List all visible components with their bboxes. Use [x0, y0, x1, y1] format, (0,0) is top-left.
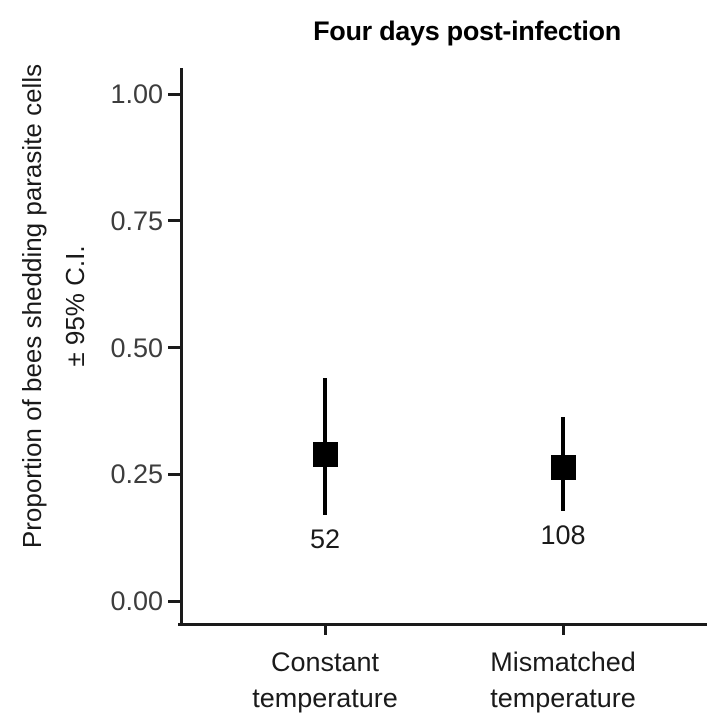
chart-title: Four days post-infection: [313, 16, 621, 46]
x-category-label-line: Constant: [270, 647, 380, 677]
y-tick-label: 0.00: [110, 586, 163, 616]
x-category-label: Constant temperature: [185, 644, 465, 716]
y-tick-mark: [168, 219, 180, 223]
x-category-label-line: temperature: [252, 683, 398, 713]
data-point-marker: [312, 442, 338, 468]
x-axis-line: [178, 623, 707, 626]
x-category-label: Mismatched temperature: [423, 644, 703, 716]
y-tick-mark: [168, 346, 180, 349]
y-axis-label-line2: ± 95% C.I.: [60, 245, 90, 367]
sample-size-label: 52: [309, 523, 341, 554]
y-axis-label: Proportion of bees shedding parasite cel…: [11, 26, 97, 586]
y-tick-mark: [168, 472, 180, 476]
data-point-marker: [550, 454, 576, 480]
x-tick-mark: [561, 625, 565, 635]
y-tick-label: 0.75: [110, 205, 163, 236]
y-axis-line: [180, 68, 183, 626]
y-tick-mark: [168, 599, 180, 603]
y-axis-label-line1: Proportion of bees shedding parasite cel…: [17, 63, 47, 549]
y-tick-label: 1.00: [110, 79, 163, 109]
y-tick-label: 0.50: [110, 332, 163, 363]
sample-size-label: 108: [540, 519, 586, 550]
x-tick-mark: [323, 625, 327, 635]
y-tick-mark: [168, 92, 180, 96]
x-category-label-line: temperature: [490, 683, 636, 713]
x-category-label-line: Mismatched: [490, 647, 636, 677]
y-tick-label: 0.25: [110, 459, 163, 490]
